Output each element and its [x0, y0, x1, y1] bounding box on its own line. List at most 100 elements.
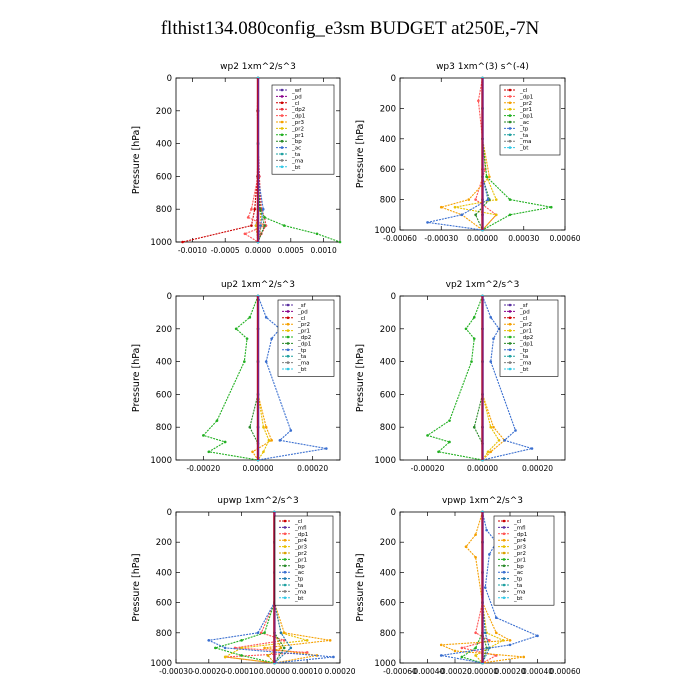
y-tick-label: 400 — [380, 135, 396, 145]
x-tick-label: 0.00030 — [508, 234, 539, 243]
x-tick-label: 0.00020 — [522, 464, 553, 473]
series-line — [213, 512, 275, 664]
data-point — [489, 425, 493, 429]
data-point — [453, 205, 457, 209]
data-point — [497, 439, 501, 442]
legend-marker — [502, 551, 506, 555]
data-point — [279, 646, 283, 650]
legend: _wf_pd_cl_dp2_dp1_pr3_pr2_pr1_bp_ac_ta_m… — [271, 84, 335, 175]
legend-marker — [286, 310, 290, 313]
data-point — [263, 646, 266, 650]
legend-marker — [502, 570, 506, 574]
legend-marker — [508, 310, 512, 313]
y-tick-label: 200 — [156, 325, 172, 335]
data-point — [259, 631, 263, 635]
legend-label: _ma — [519, 361, 531, 367]
legend-label: _sf — [297, 303, 307, 309]
series-line — [182, 78, 259, 243]
data-point — [305, 639, 309, 642]
data-point — [472, 316, 476, 319]
y-axis-label: Pressure [hPa] — [355, 344, 366, 412]
legend-label: _pr4 — [294, 538, 308, 544]
legend-marker — [502, 558, 506, 561]
data-point — [477, 99, 480, 103]
y-tick-label: 0 — [391, 74, 396, 84]
data-point — [494, 213, 498, 217]
legend-marker — [280, 139, 284, 143]
legend-marker — [283, 558, 287, 561]
y-tick-label: 800 — [380, 196, 396, 206]
y-tick-label: 400 — [380, 568, 396, 578]
x-tick-label: -0.00020 — [411, 464, 445, 473]
legend-label: _mfl — [294, 525, 307, 531]
series-line — [441, 511, 540, 664]
series-line — [251, 296, 273, 461]
data-point — [474, 533, 477, 536]
legend-label: _bt — [513, 596, 523, 602]
legend-label: _cl — [294, 519, 303, 525]
legend-marker — [286, 303, 290, 307]
legend-label: _dp2 — [297, 335, 311, 341]
y-tick-label: 800 — [380, 629, 396, 639]
y-tick-label: 800 — [156, 423, 172, 433]
legend-label: _cl — [519, 316, 528, 322]
y-tick-label: 400 — [156, 568, 172, 578]
chart-panel-5: upwp 1xm^2/s^3 Pressure [hPa] 0 200 400 600 80… — [131, 496, 356, 676]
x-tick-label: -0.0010 — [178, 246, 207, 255]
y-tick-label: 0 — [167, 292, 172, 302]
legend-marker — [508, 120, 512, 124]
data-point — [282, 224, 286, 227]
data-point — [486, 198, 490, 201]
data-point — [223, 655, 227, 659]
y-tick-label: 200 — [156, 538, 172, 548]
legend-marker — [508, 139, 512, 143]
legend-label: _bp — [291, 139, 302, 145]
legend-label: _dp2 — [291, 107, 305, 113]
data-point — [207, 450, 211, 454]
data-point — [488, 175, 491, 179]
legend-label: _pr4 — [513, 538, 527, 544]
data-point — [338, 240, 342, 244]
legend-label: _dp1 — [513, 532, 527, 538]
plot-frame — [175, 511, 341, 664]
legend-marker — [502, 577, 506, 580]
data-point — [492, 337, 495, 340]
data-point — [474, 646, 477, 650]
data-point — [261, 207, 265, 211]
chart-title: upwp 1xm^2/s^3 — [217, 496, 298, 506]
legend-marker — [286, 342, 290, 345]
y-tick-label: 1000 — [374, 226, 396, 236]
legend-marker — [283, 583, 287, 587]
y-tick-label: 600 — [156, 172, 172, 182]
legend-label: _tp — [513, 577, 523, 583]
legend-label: _bt — [519, 146, 529, 152]
y-axis-label: Pressure [hPa] — [131, 126, 142, 194]
data-point — [460, 655, 464, 659]
x-tick-label: -0.00040 — [411, 667, 445, 676]
data-point — [270, 337, 273, 340]
y-tick-label: 1000 — [150, 456, 172, 466]
legend-label: _tp — [297, 348, 307, 354]
series-line — [426, 295, 484, 461]
legend-label: _pr1 — [294, 557, 307, 563]
x-tick-label: -0.00030 — [424, 234, 458, 243]
data-point — [439, 654, 443, 657]
legend-label: _bt — [291, 165, 301, 171]
x-tick-label: 0.00020 — [297, 464, 328, 473]
chart-panel-4: vp2 1xm^2/s^3 Pressure [hPa] 0 200 400 600 800… — [355, 280, 566, 473]
legend-marker — [502, 583, 506, 587]
legend-marker — [286, 316, 290, 320]
legend-marker — [508, 354, 512, 358]
data-point — [483, 631, 487, 635]
data-point — [245, 337, 249, 340]
legend: _cl_dp1_pr2_pr1_bp1_ac_tp_ta_ma_bt — [499, 84, 561, 156]
legend-label: _dp1 — [297, 341, 311, 347]
legend: _cl_mfl_dp1_pr4_pr3_pr2_pr1_bp_ac_tp_ta_… — [493, 515, 555, 606]
series-line — [473, 296, 484, 460]
legend-marker — [508, 114, 512, 117]
chart-panel-1: wp2 1xm^2/s^3 Pressure [hPa] 0 200 400 600 800… — [131, 62, 342, 255]
legend-marker — [508, 316, 512, 320]
legend-marker — [280, 127, 284, 130]
legend-label: _ac — [291, 146, 301, 152]
x-tick-label: 0.00010 — [292, 667, 323, 676]
